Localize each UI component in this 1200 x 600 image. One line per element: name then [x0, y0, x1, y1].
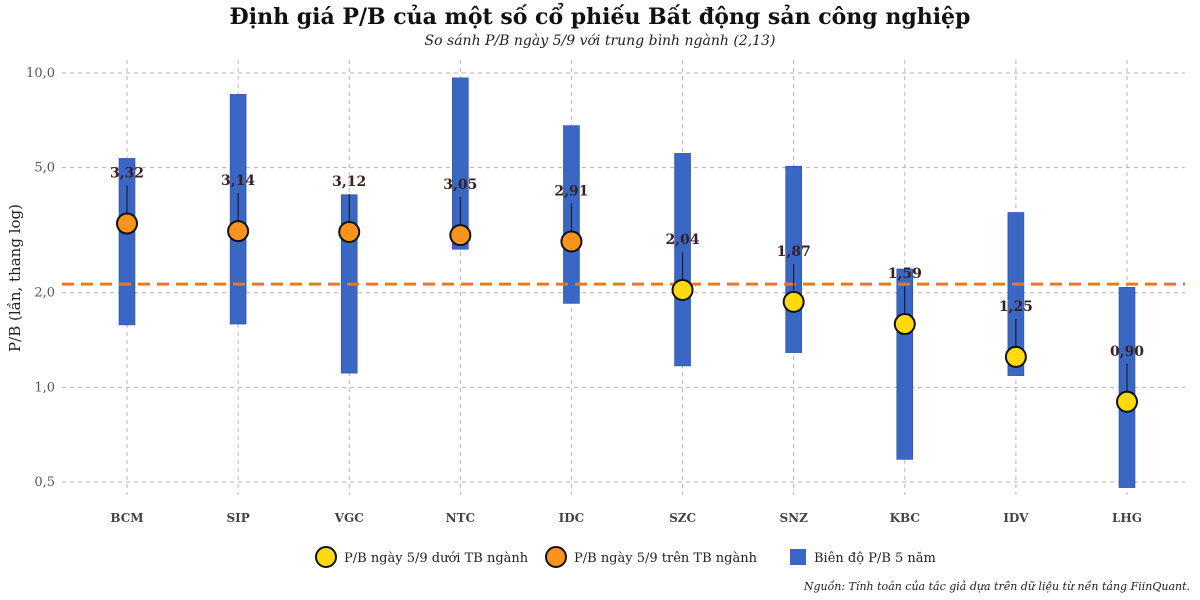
- y-tick-label: 10,0: [26, 66, 55, 81]
- value-dot: [1116, 390, 1138, 413]
- value-label: 0,90: [1110, 344, 1144, 360]
- legend-dot-above-icon: [545, 546, 567, 568]
- x-tick-label: IDC: [559, 511, 585, 525]
- x-tick-label: VGC: [334, 511, 364, 525]
- value-dot: [116, 212, 138, 235]
- x-tick-label: KBC: [890, 511, 920, 525]
- label-stems: [126, 185, 1128, 392]
- value-label: 3,32: [110, 166, 144, 182]
- x-tick-label: NTC: [446, 511, 475, 525]
- value-label: 1,25: [999, 299, 1033, 315]
- range-bar: [452, 77, 469, 250]
- y-axis-label: P/B (lần, thang log): [6, 204, 24, 352]
- y-tick-label: 1,0: [34, 380, 55, 395]
- value-dot: [782, 290, 805, 313]
- legend-label: Biên độ P/B 5 năm: [814, 551, 936, 566]
- legend-label: P/B ngày 5/9 trên TB ngành: [574, 551, 758, 566]
- x-tick-label: SIP: [226, 511, 249, 525]
- y-tick-label: 5,0: [34, 161, 55, 176]
- x-tick-label: BCM: [110, 511, 143, 525]
- value-dot: [338, 221, 361, 244]
- y-tick-label: 2,0: [34, 286, 55, 301]
- chart-title: Định giá P/B của một số cổ phiếu Bất độn…: [229, 4, 971, 30]
- value-label: 1,59: [888, 266, 922, 282]
- value-labels: 3,32 3,14 3,12 3,05 2,91 2,04 1,87 1,59 1,25 0,90: [110, 166, 1144, 360]
- value-label: 2,04: [666, 232, 700, 248]
- legend-label: P/B ngày 5/9 dưới TB ngành: [344, 551, 529, 566]
- value-dots: [116, 212, 1138, 413]
- y-tick-labels: 0,5 1,0 2,0 5,0 10,0: [26, 66, 55, 490]
- y-tick-label: 0,5: [34, 475, 55, 490]
- value-dot: [671, 279, 694, 302]
- x-tick-label: SZC: [669, 511, 696, 525]
- range-bar: [118, 158, 136, 326]
- value-dot: [227, 220, 250, 243]
- source-note: Nguồn: Tính toán của tác giả dựa trên dữ…: [803, 580, 1190, 593]
- chart-subtitle: So sánh P/B ngày 5/9 với trung bình ngàn…: [424, 33, 776, 49]
- x-tick-labels: BCM SIP VGC NTC IDC SZC SNZ KBC IDV LHG: [110, 511, 1142, 525]
- legend: P/B ngày 5/9 dưới TB ngành P/B ngày 5/9 t…: [315, 546, 936, 568]
- value-label: 3,05: [443, 177, 477, 193]
- value-dot: [1004, 345, 1027, 368]
- legend-bar-icon: [790, 549, 806, 565]
- value-label: 2,91: [554, 184, 588, 200]
- value-dot: [893, 313, 916, 336]
- value-dot: [560, 230, 583, 253]
- value-label: 1,87: [777, 244, 811, 260]
- legend-dot-below-icon: [315, 546, 337, 568]
- value-dot: [449, 224, 472, 247]
- x-tick-label: IDV: [1003, 511, 1029, 525]
- x-tick-label: LHG: [1112, 511, 1142, 525]
- x-tick-label: SNZ: [779, 511, 808, 525]
- value-label: 3,12: [332, 174, 366, 190]
- value-label: 3,14: [221, 173, 255, 189]
- range-bar: [1007, 212, 1025, 376]
